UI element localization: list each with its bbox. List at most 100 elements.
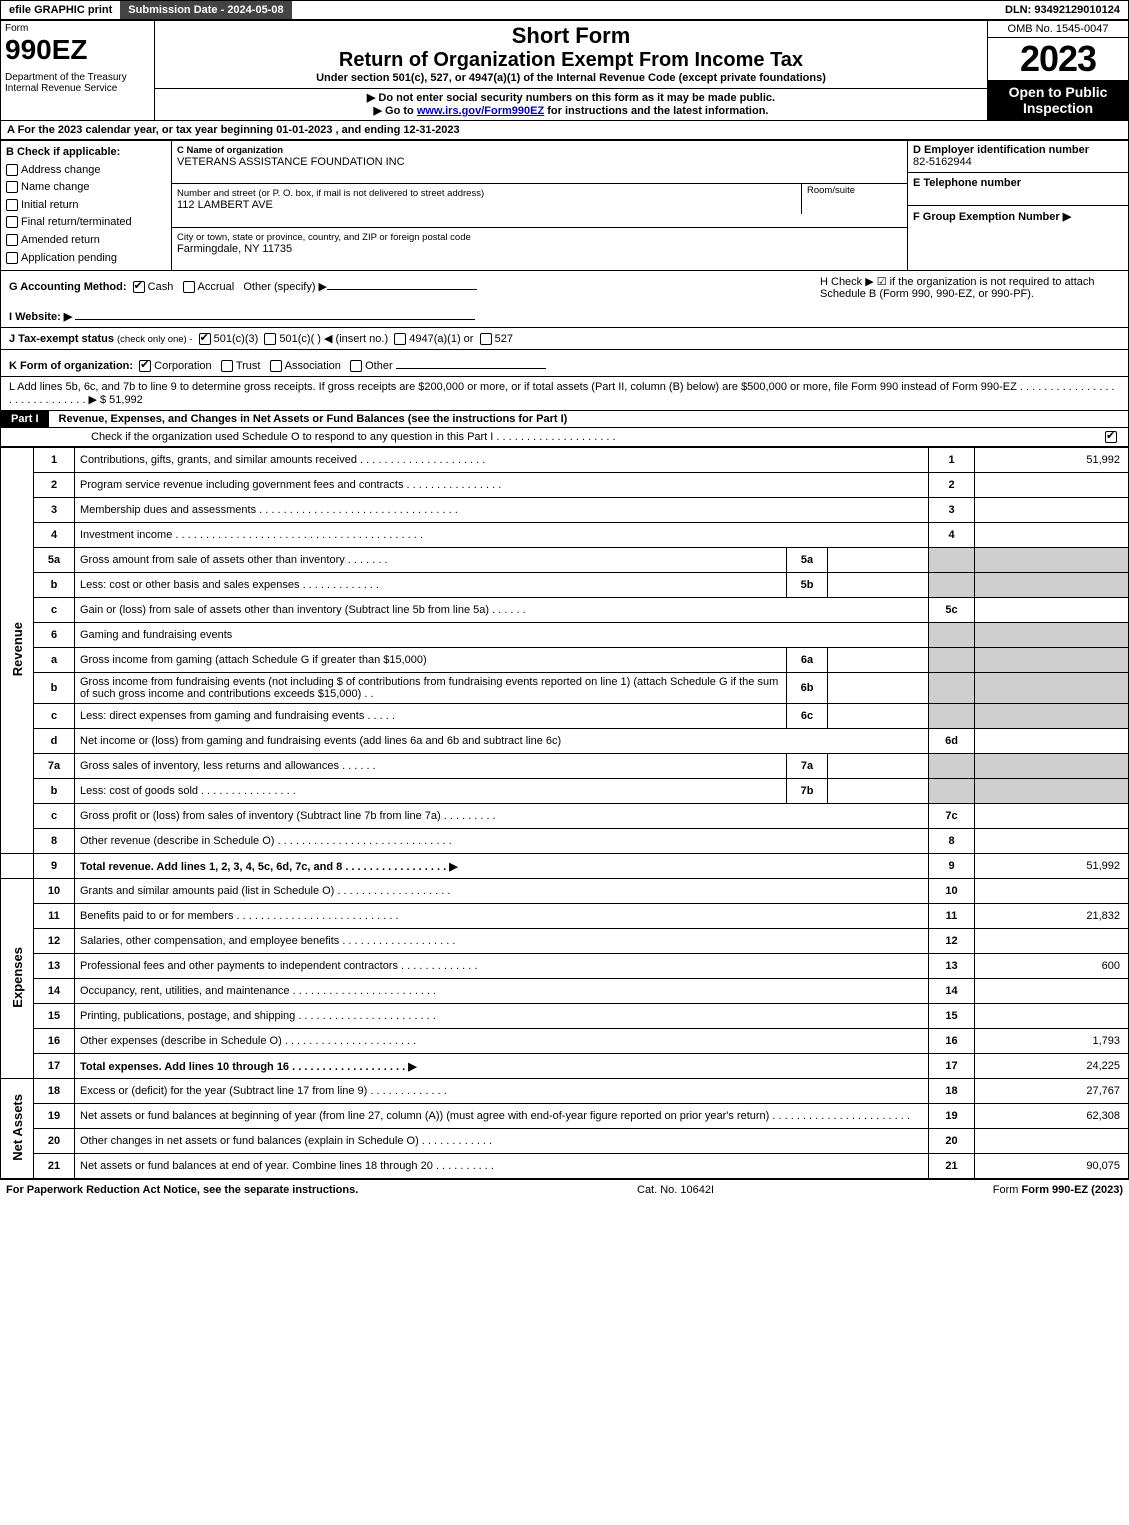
line-6d-desc: Net income or (loss) from gaming and fun… [75,729,929,754]
line-10-desc: Grants and similar amounts paid (list in… [75,879,929,904]
line-9-num: 9 [34,854,75,879]
line-15-value [975,1004,1129,1029]
other-org-input[interactable] [396,354,546,369]
line-18-desc: Excess or (deficit) for the year (Subtra… [75,1079,929,1104]
line-6b-refnum [929,673,975,704]
chk-initial-return[interactable] [6,199,18,211]
chk-name-change[interactable] [6,181,18,193]
city-value: Farmingdale, NY 11735 [177,243,292,255]
line-6-desc: Gaming and fundraising events [75,623,929,648]
chk-501c3[interactable] [199,333,211,345]
line-7a-desc: Gross sales of inventory, less returns a… [75,754,787,779]
part1-lines-table: Revenue 1 Contributions, gifts, grants, … [0,447,1129,1179]
line-6-num: 6 [34,623,75,648]
section-g: G Accounting Method: Cash Accrual Other … [9,275,800,323]
lbl-other-method: Other (specify) ▶ [243,281,327,293]
chk-corporation[interactable] [139,360,151,372]
line-14-refnum: 14 [929,979,975,1004]
line-7c-value [975,804,1129,829]
line-5c-value [975,598,1129,623]
chk-accrual[interactable] [183,281,195,293]
line-8-num: 8 [34,829,75,854]
revenue-spacer [1,854,34,879]
chk-final-return[interactable] [6,216,18,228]
lbl-accrual: Accrual [198,281,235,293]
subtitle: Under section 501(c), 527, or 4947(a)(1)… [159,72,983,84]
line-6c-refnum [929,704,975,729]
line-10-num: 10 [34,879,75,904]
chk-amended-return[interactable] [6,234,18,246]
label-group-exemption: F Group Exemption Number ▶ [913,211,1071,223]
line-7b-value [975,779,1129,804]
ein-value: 82-5162944 [913,156,972,168]
line-5c-desc: Gain or (loss) from sale of assets other… [75,598,929,623]
line-11-refnum: 11 [929,904,975,929]
line-7b-num: b [34,779,75,804]
lbl-4947: 4947(a)(1) or [409,333,473,345]
line-5c-refnum: 5c [929,598,975,623]
netassets-vertical-label: Net Assets [1,1079,34,1179]
line-16-desc: Other expenses (describe in Schedule O) … [75,1029,929,1054]
chk-trust[interactable] [221,360,233,372]
line-4-value [975,523,1129,548]
header-center-cell: Short Form Return of Organization Exempt… [155,21,988,89]
line-7a-value [975,754,1129,779]
line-6c-num: c [34,704,75,729]
section-c-street: Number and street (or P. O. box, if mail… [172,184,908,227]
line-6b-sublabel: 6b [787,673,828,704]
chk-association[interactable] [270,360,282,372]
line-5a-subval [828,548,929,573]
line-5b-value [975,573,1129,598]
line-17-desc: Total expenses. Add lines 10 through 16 … [75,1054,929,1079]
omb-number: OMB No. 1545-0047 [988,21,1128,38]
chk-4947[interactable] [394,333,406,345]
line-1-value: 51,992 [975,448,1129,473]
lbl-application-pending: Application pending [21,252,117,264]
line-3-refnum: 3 [929,498,975,523]
expenses-vertical-label: Expenses [1,879,34,1079]
line-11-desc: Benefits paid to or for members . . . . … [75,904,929,929]
irs-link[interactable]: www.irs.gov/Form990EZ [417,105,544,117]
line-2-refnum: 2 [929,473,975,498]
line-18-value: 27,767 [975,1079,1129,1104]
chk-cash[interactable] [133,281,145,293]
line-18-num: 18 [34,1079,75,1104]
line-10-refnum: 10 [929,879,975,904]
chk-527[interactable] [480,333,492,345]
chk-address-change[interactable] [6,164,18,176]
chk-schedule-o-part1[interactable] [1105,431,1117,443]
open-to-public: Open to Public Inspection [988,80,1128,120]
line-6c-subval [828,704,929,729]
line-6a-sublabel: 6a [787,648,828,673]
line-19-value: 62,308 [975,1104,1129,1129]
section-b: B Check if applicable: Address change Na… [1,141,172,271]
line-4-num: 4 [34,523,75,548]
line-7a-refnum [929,754,975,779]
line-2-value [975,473,1129,498]
website-input[interactable] [75,305,475,320]
line-14-value [975,979,1129,1004]
line-5b-num: b [34,573,75,598]
line-14-num: 14 [34,979,75,1004]
line-8-refnum: 8 [929,829,975,854]
line-2-desc: Program service revenue including govern… [75,473,929,498]
chk-application-pending[interactable] [6,252,18,264]
footer-right: Form Form 990-EZ (2023) [993,1184,1123,1196]
chk-other-org[interactable] [350,360,362,372]
info-block: B Check if applicable: Address change Na… [0,140,1129,271]
revenue-vertical-label: Revenue [1,448,34,854]
line-6d-num: d [34,729,75,754]
other-method-input[interactable] [327,275,477,290]
line-7c-num: c [34,804,75,829]
label-tax-exempt: J Tax-exempt status [9,333,114,345]
line-6c-sublabel: 6c [787,704,828,729]
line-6b-desc: Gross income from fundraising events (no… [75,673,787,704]
footer-center: Cat. No. 10642I [637,1184,714,1196]
section-a: A For the 2023 calendar year, or tax yea… [0,121,1129,140]
section-h: H Check ▶ ☑ if the organization is not r… [820,275,1120,300]
chk-501c[interactable] [264,333,276,345]
line-5a-refnum [929,548,975,573]
lbl-corporation: Corporation [154,360,211,372]
line-16-num: 16 [34,1029,75,1054]
header-notes: ▶ Do not enter social security numbers o… [155,89,988,121]
